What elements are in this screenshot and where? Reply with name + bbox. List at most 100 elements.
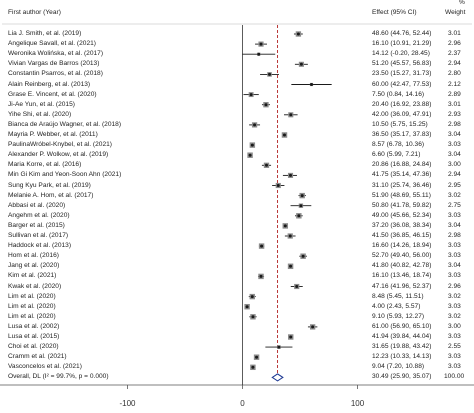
study-point-estimate: [311, 325, 315, 329]
study-label: Lusa et al. (2002): [8, 322, 60, 330]
effect-column-header: Effect (95% CI): [372, 9, 417, 16]
study-weight: 3.03: [448, 252, 461, 260]
study-label: Alexander P. Wolkow, et al. (2019): [8, 151, 109, 159]
study-effect-ci: 36.50 (35.17, 37.83): [372, 131, 432, 138]
study-point-estimate: [264, 103, 268, 107]
study-weight: 2.96: [448, 282, 461, 290]
study-weight: 3.02: [448, 191, 461, 199]
study-point-estimate: [248, 153, 252, 157]
study-weight: 3.00: [448, 161, 461, 169]
study-effect-ci: 52.70 (49.40, 56.00): [372, 252, 432, 260]
study-weight: 2.93: [448, 110, 461, 118]
study-point-estimate: [259, 42, 263, 46]
study-weight: 3.01: [448, 100, 461, 108]
study-weight: 3.03: [448, 363, 461, 371]
study-weight: 3.01: [448, 30, 461, 37]
study-weight: 3.03: [448, 242, 461, 250]
study-label: Abbasi et al. (2020): [8, 201, 66, 209]
study-point-estimate: [249, 93, 253, 97]
study-weight: 3.03: [448, 211, 461, 219]
study-point-estimate: [260, 244, 264, 248]
study-label: Hom et al. (2016): [8, 252, 59, 260]
study-label: Lim et al. (2020): [8, 292, 56, 300]
study-weight: 2.37: [448, 50, 461, 58]
study-point-estimate: [255, 355, 259, 359]
study-point-estimate: [251, 365, 255, 369]
study-point-estimate: [299, 204, 303, 208]
weight-percent-header: %: [459, 0, 465, 6]
study-label: Grase E. Vincent, et al. (2020): [8, 90, 97, 98]
study-weight: 3.04: [448, 151, 461, 159]
study-weight: 3.00: [448, 322, 461, 330]
study-effect-ci: 16.10 (13.46, 18.74): [372, 272, 432, 280]
study-point-estimate: [295, 285, 299, 288]
study-label: Yihe Shi, et al. (2020): [8, 110, 72, 118]
study-effect-ci: 41.94 (39.84, 44.04): [372, 333, 432, 340]
study-label: Vivian Vargas de Barros (2013): [8, 60, 100, 68]
study-label: Min Gi Kim and Yeon-Soon Ahn (2021): [8, 171, 122, 179]
study-label: Choi et al. (2020): [8, 343, 59, 351]
study-effect-ci: 50.80 (41.78, 59.82): [372, 201, 432, 209]
study-effect-ci: 7.50 (0.84, 14.16): [372, 90, 425, 98]
study-weight: 3.03: [448, 272, 461, 280]
study-weight: 2.95: [448, 181, 461, 189]
study-point-estimate: [251, 315, 255, 319]
study-weight: 2.94: [448, 60, 461, 68]
study-label: Kim et al. (2021): [8, 272, 57, 280]
study-label: Melanie A. Hom, et al. (2017): [8, 191, 94, 199]
study-effect-ci: 4.00 (2.43, 5.57): [372, 302, 421, 310]
study-point-estimate: [289, 335, 293, 339]
study-point-estimate: [296, 32, 300, 36]
study-weight: 3.04: [448, 221, 461, 229]
study-point-estimate: [301, 254, 305, 258]
study-point-estimate: [250, 295, 254, 299]
study-effect-ci: 16.10 (10.91, 21.29): [372, 40, 432, 48]
study-effect-ci: 6.60 (5.99, 7.21): [372, 151, 421, 159]
study-weight: 3.03: [448, 353, 461, 361]
overall-weight: 100.00: [444, 373, 465, 381]
study-weight: 3.03: [448, 333, 461, 340]
study-effect-ci: 16.60 (14.26, 18.94): [372, 242, 432, 250]
study-label: Lim et al. (2020): [8, 302, 56, 310]
study-effect-ci: 20.40 (16.92, 23.88): [372, 100, 432, 108]
study-point-estimate: [259, 274, 263, 278]
study-effect-ci: 49.00 (45.66, 52.34): [372, 211, 432, 219]
study-point-estimate: [277, 345, 281, 349]
study-label: Ji-Ae Yun, et al. (2015): [8, 100, 75, 108]
study-effect-ci: 51.20 (45.57, 56.83): [372, 60, 432, 68]
study-point-estimate: [299, 62, 303, 66]
study-point-estimate: [289, 173, 293, 177]
study-label: Bianca de Araújo Wagner, et al. (2018): [8, 120, 122, 128]
study-weight: 2.55: [448, 343, 461, 351]
study-point-estimate: [289, 113, 293, 117]
study-effect-ci: 14.12 (-0.20, 28.45): [372, 50, 430, 58]
study-label: Lusa et al. (2015): [8, 333, 60, 340]
study-weight: 3.03: [448, 302, 461, 310]
study-weight: 2.80: [448, 70, 461, 78]
study-effect-ci: 42.00 (36.09, 47.91): [372, 110, 432, 118]
study-point-estimate: [268, 72, 272, 76]
study-label: PaulinaWróbel-Knybel, et al. (2021): [8, 141, 112, 149]
study-effect-ci: 20.86 (16.88, 24.84): [372, 161, 432, 169]
study-label: Angehm et al. (2020): [8, 211, 70, 219]
x-axis-tick-label: 100: [351, 399, 365, 408]
study-point-estimate: [310, 83, 313, 86]
study-label: Jang et al. (2020): [8, 262, 60, 270]
study-effect-ci: 31.65 (19.88, 43.42): [372, 343, 432, 351]
study-label: Weronika Wolińska, et al. (2017): [8, 50, 104, 58]
study-effect-ci: 51.90 (48.69, 55.11): [372, 191, 431, 199]
study-label: Haddock et al. (2013): [8, 242, 72, 250]
study-point-estimate: [282, 133, 286, 137]
study-effect-ci: 31.10 (25.74, 36.46): [372, 181, 432, 189]
study-effect-ci: 61.00 (56.90, 65.10): [372, 322, 432, 330]
weight-column-header: Weight: [445, 9, 466, 16]
study-label: Barger et al. (2015): [8, 221, 65, 229]
study-label: Angelique Savall, et al. (2021): [8, 40, 96, 48]
study-weight: 3.04: [448, 131, 461, 138]
study-effect-ci: 23.50 (15.27, 31.73): [372, 70, 432, 78]
x-axis-tick-label: -100: [119, 399, 136, 408]
study-effect-ci: 8.48 (5.45, 11.51): [372, 292, 424, 300]
study-weight: 3.04: [448, 262, 461, 270]
study-weight: 3.02: [448, 312, 461, 320]
